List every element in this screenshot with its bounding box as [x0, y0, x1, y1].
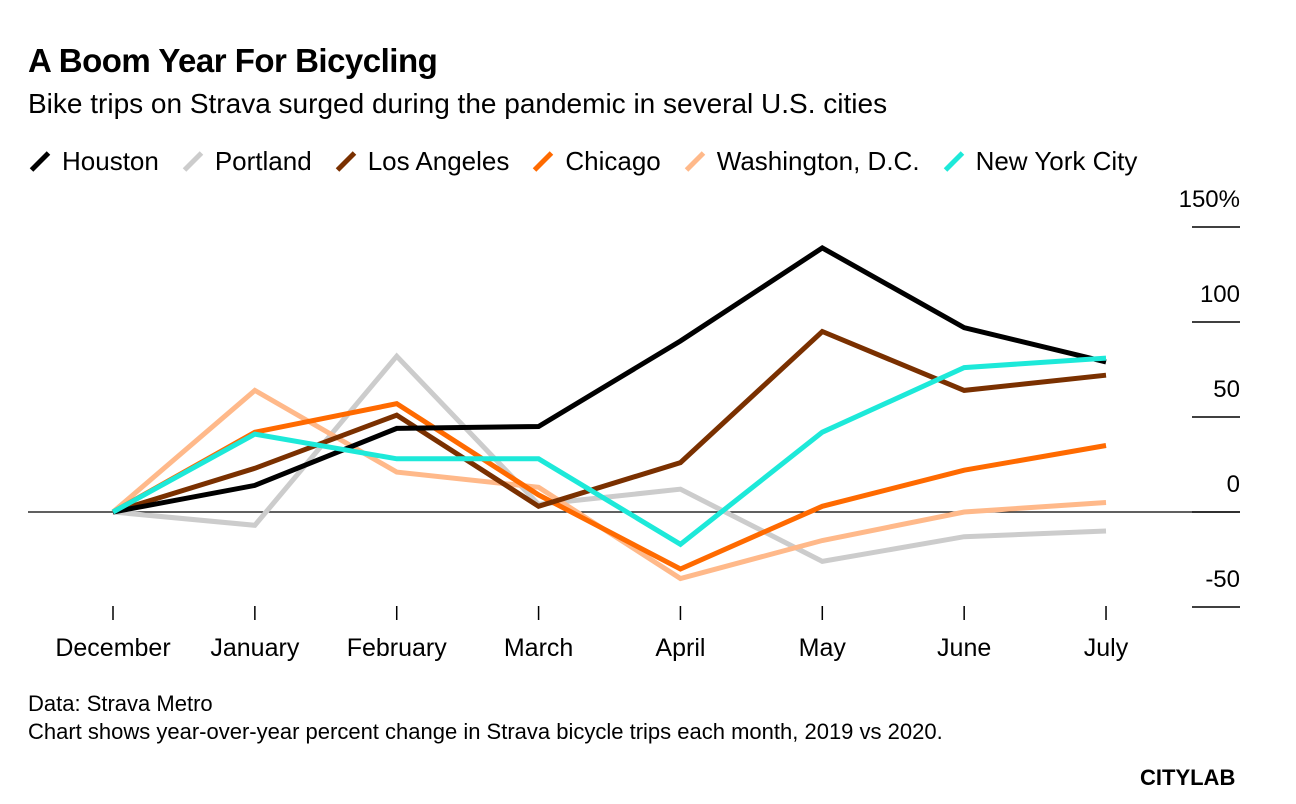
series-line-new-york-city: [111, 355, 1107, 548]
series-line-chicago: [111, 401, 1107, 572]
legend-label: Los Angeles: [367, 146, 510, 176]
legend-item: Chicago: [531, 146, 661, 177]
y-tick-label: 100: [1200, 281, 1240, 308]
series-line-portland: [112, 352, 1107, 565]
x-tick-label: February: [347, 634, 448, 662]
x-tick-label: June: [937, 634, 991, 662]
legend-label: Chicago: [565, 146, 661, 176]
legend-item: Portland: [181, 146, 312, 177]
x-tick-label: December: [55, 634, 170, 662]
x-tick-label: March: [504, 634, 573, 662]
y-tick-label: -50: [1205, 566, 1240, 593]
y-tick-label: 0: [1227, 471, 1240, 498]
chart-note: Chart shows year-over-year percent chang…: [28, 719, 943, 744]
x-tick-label: July: [1084, 634, 1129, 662]
chart-subtitle: Bike trips on Strava surged during the p…: [28, 88, 888, 119]
chart-title: A Boom Year For Bicycling: [28, 42, 438, 79]
legend: Houston Portland Los Angeles Chicago Washing…: [28, 146, 1137, 177]
y-tick-label: 150%: [1179, 186, 1240, 213]
legend-label: Washington, D.C.: [716, 146, 920, 176]
legend-label: Houston: [62, 146, 159, 176]
y-tick-label: 50: [1213, 376, 1240, 403]
x-tick-label: January: [210, 634, 299, 662]
legend-item: Houston: [28, 146, 159, 177]
legend-label: New York City: [975, 146, 1138, 176]
footnote: Data: Strava Metro Chart shows year-over…: [28, 690, 1058, 746]
x-tick-label: April: [655, 634, 705, 662]
legend-item: Los Angeles: [334, 146, 510, 177]
legend-item: Washington, D.C.: [683, 146, 920, 177]
x-tick-label: May: [799, 634, 847, 662]
citylab-logo: CITYLAB: [1140, 765, 1236, 790]
legend-label: Portland: [214, 146, 312, 176]
source-note: Data: Strava Metro: [28, 691, 213, 716]
series-line-houston: [112, 244, 1107, 515]
legend-item: New York City: [942, 146, 1138, 177]
